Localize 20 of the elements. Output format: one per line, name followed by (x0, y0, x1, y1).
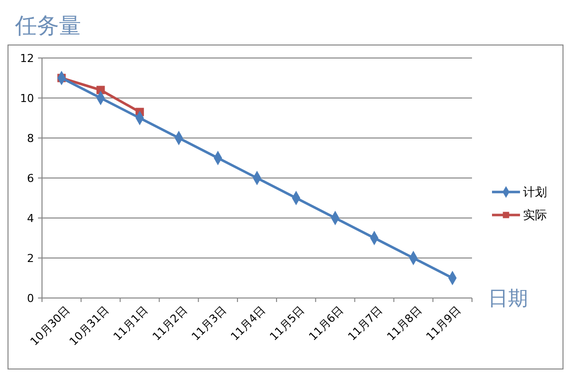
legend-label: 计划 (523, 185, 547, 200)
y-tick-label: 6 (27, 172, 34, 185)
x-tick-label: 11月7日 (346, 304, 386, 344)
x-tick-label: 11月2日 (150, 304, 190, 344)
x-tick-label: 11月4日 (228, 304, 268, 344)
y-tick-label: 2 (27, 252, 34, 265)
x-axis-title: 日期 (488, 286, 528, 310)
y-tick-label: 12 (20, 52, 34, 65)
x-tick-label: 11月8日 (384, 304, 424, 344)
x-tick-label: 11月6日 (306, 304, 346, 344)
legend-label: 实际 (523, 208, 547, 222)
y-tick-label: 4 (27, 212, 34, 225)
y-tick-label: 10 (20, 92, 34, 105)
x-tick-label: 11月1日 (110, 304, 151, 344)
x-tick-label: 11月3日 (189, 304, 229, 344)
y-tick-label: 0 (27, 292, 34, 305)
x-tick-label: 11月5日 (267, 304, 307, 344)
y-axis-title: 任务量 (14, 14, 81, 39)
x-tick-label: 11月9日 (424, 304, 464, 344)
y-tick-label: 8 (27, 132, 34, 145)
